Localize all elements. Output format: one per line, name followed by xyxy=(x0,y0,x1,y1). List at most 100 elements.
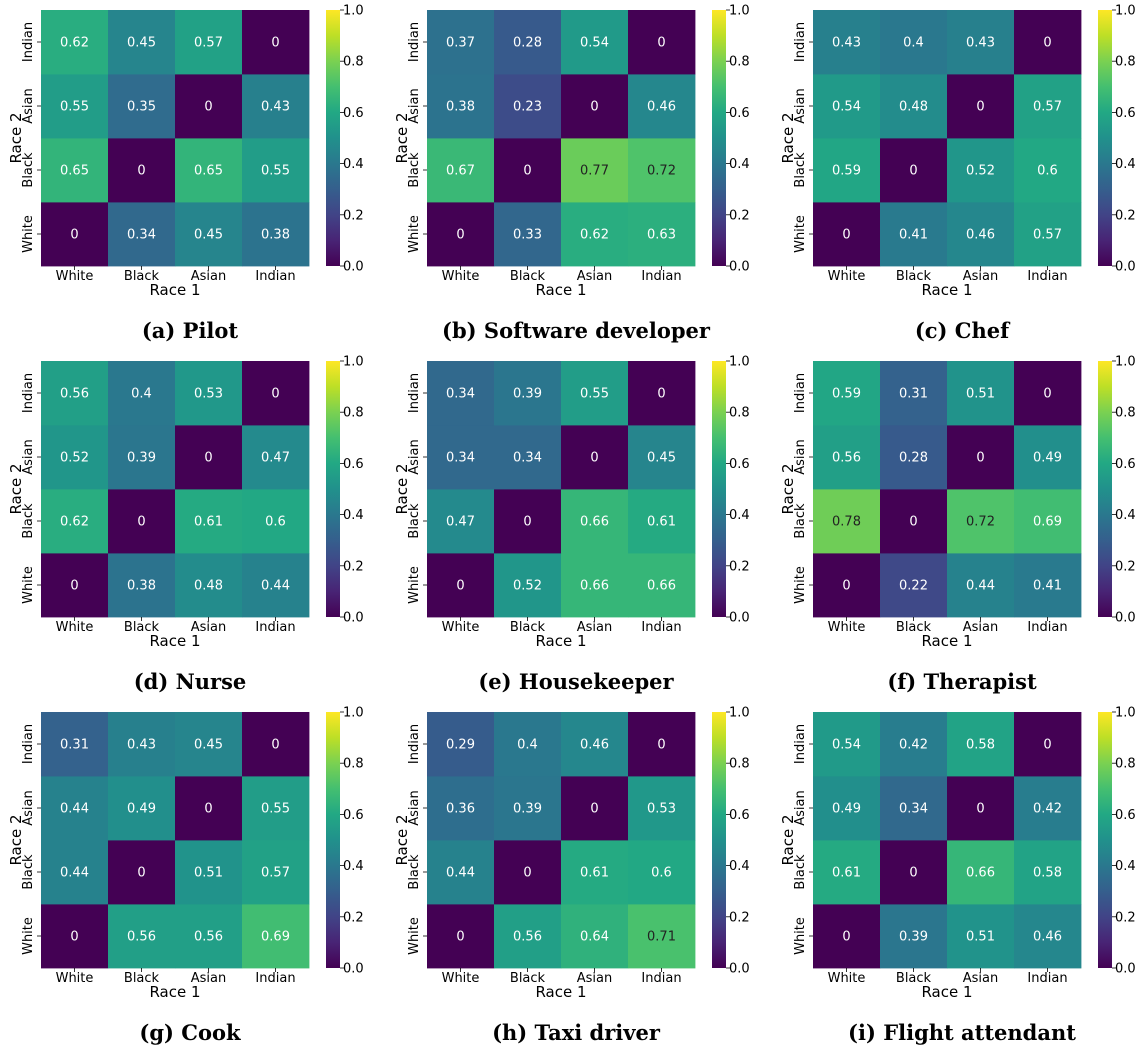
y-tick-label: Indian xyxy=(21,22,36,62)
cell-value-label: 0 xyxy=(456,579,464,594)
colorbar-tick-label: 0.8 xyxy=(343,757,364,772)
cell-value-label: 0.41 xyxy=(899,228,928,243)
y-tick-label: White xyxy=(21,566,36,604)
y-tick-label: White xyxy=(407,215,422,253)
x-tick-label: Asian xyxy=(191,971,226,986)
heatmap-panel: 0 0.56 0.56 0.69 0.44 0 0.51 0.57 0.44 0.49 0 0.55 0… xyxy=(0,702,380,1053)
cell-value-label: 0.63 xyxy=(647,228,676,243)
heatmap-cell xyxy=(41,776,109,841)
x-axis-label: Race 1 xyxy=(535,281,586,299)
heatmap-cell xyxy=(108,202,176,267)
x-tick-label: Black xyxy=(510,269,546,284)
heatmap-cell xyxy=(175,776,243,841)
y-tick-label: White xyxy=(793,566,808,604)
heatmap-panel: 0 0.38 0.48 0.44 0.62 0 0.61 0.6 0.52 0.39 0 0.47 0.… xyxy=(0,351,380,702)
cell-value-label: 0.78 xyxy=(832,515,861,530)
cell-value-label: 0.55 xyxy=(261,164,290,179)
y-tick-label: Asian xyxy=(793,790,808,825)
x-axis-label: Race 1 xyxy=(921,983,972,1001)
cell-value-label: 0 xyxy=(909,866,917,881)
heatmap-cell xyxy=(242,776,310,841)
y-tick-label: Indian xyxy=(21,724,36,764)
y-tick-label: White xyxy=(793,215,808,253)
y-tick-label: Asian xyxy=(407,88,422,123)
cell-value-label: 0 xyxy=(657,36,665,51)
heatmap-cell xyxy=(1014,712,1082,777)
colorbar-tick-label: 0.8 xyxy=(1115,55,1136,70)
colorbar-tick-label: 0.4 xyxy=(1115,859,1136,874)
panel-caption: (d) Nurse xyxy=(133,669,247,694)
cell-value-label: 0.53 xyxy=(194,387,223,402)
heatmap-cell xyxy=(813,361,881,426)
x-tick-label: Indian xyxy=(641,971,681,986)
cell-value-label: 0 xyxy=(590,802,598,817)
colorbar-tick-label: 0.2 xyxy=(729,910,750,925)
cell-value-label: 0.62 xyxy=(580,228,609,243)
heatmap-cell xyxy=(813,202,881,267)
y-tick-label: Black xyxy=(407,854,422,890)
heatmap-cell xyxy=(494,361,562,426)
panel-caption: (a) Pilot xyxy=(141,318,239,343)
cell-value-label: 0.52 xyxy=(513,579,542,594)
colorbar-tick-label: 0.2 xyxy=(729,208,750,223)
heatmap-panel: 0 0.34 0.45 0.38 0.65 0 0.65 0.55 0.55 0.35 0 0.43 0… xyxy=(0,0,380,351)
heatmap-cell xyxy=(175,138,243,203)
heatmap-cell xyxy=(1014,904,1082,969)
heatmap-cell xyxy=(427,425,495,490)
cell-value-label: 0 xyxy=(204,100,212,115)
colorbar-tick-label: 0.6 xyxy=(343,808,364,823)
heatmap-cell xyxy=(41,712,109,777)
cell-value-label: 0 xyxy=(976,802,984,817)
heatmap-cell xyxy=(880,776,948,841)
cell-value-label: 0.49 xyxy=(1033,451,1062,466)
colorbar-tick-label: 0.2 xyxy=(729,559,750,574)
y-tick-label: Indian xyxy=(407,373,422,413)
heatmap-cell xyxy=(813,425,881,490)
cell-value-label: 0.49 xyxy=(832,802,861,817)
heatmap-cell xyxy=(242,74,310,139)
colorbar-tick-label: 0.2 xyxy=(343,559,364,574)
cell-value-label: 0 xyxy=(1043,738,1051,753)
x-axis-label: Race 1 xyxy=(921,281,972,299)
cell-value-label: 0.66 xyxy=(580,515,609,530)
y-axis-label: Race 2 xyxy=(779,814,797,865)
heatmap-cell xyxy=(494,425,562,490)
x-tick-label: Indian xyxy=(255,971,295,986)
cell-value-label: 0.6 xyxy=(651,866,672,881)
heatmap-cell xyxy=(947,489,1015,554)
colorbar-tick-label: 1.0 xyxy=(343,355,364,370)
cell-value-label: 0.6 xyxy=(265,515,286,530)
heatmap-cell xyxy=(947,10,1015,75)
y-tick-label: Black xyxy=(21,152,36,188)
x-tick-label: Black xyxy=(896,269,932,284)
y-tick-label: Asian xyxy=(21,88,36,123)
y-tick-label: Asian xyxy=(21,439,36,474)
colorbar-tick-label: 0.4 xyxy=(729,508,750,523)
x-tick-label: Indian xyxy=(255,620,295,635)
heatmap-cell xyxy=(427,489,495,554)
cell-value-label: 0.31 xyxy=(899,387,928,402)
x-axis-label: Race 1 xyxy=(149,983,200,1001)
cell-value-label: 0.38 xyxy=(127,579,156,594)
cell-value-label: 0.33 xyxy=(513,228,542,243)
heatmap-cell xyxy=(494,10,562,75)
colorbar-tick-label: 0.0 xyxy=(343,962,364,977)
colorbar-tick-label: 0.8 xyxy=(343,406,364,421)
cell-value-label: 0 xyxy=(137,866,145,881)
cell-value-label: 0.52 xyxy=(966,164,995,179)
colorbar xyxy=(1098,10,1112,266)
cell-value-label: 0.46 xyxy=(966,228,995,243)
cell-value-label: 0 xyxy=(909,164,917,179)
y-tick-label: Asian xyxy=(21,790,36,825)
cell-value-label: 0.51 xyxy=(194,866,223,881)
cell-value-label: 0.42 xyxy=(1033,802,1062,817)
cell-value-label: 0.37 xyxy=(446,36,475,51)
cell-value-label: 0.55 xyxy=(261,802,290,817)
cell-value-label: 0.52 xyxy=(60,451,89,466)
colorbar-tick-label: 1.0 xyxy=(729,355,750,370)
y-tick-label: Asian xyxy=(407,790,422,825)
panel-caption: (i) Flight attendant xyxy=(848,1020,1076,1045)
cell-value-label: 0 xyxy=(657,738,665,753)
cell-value-label: 0.41 xyxy=(1033,579,1062,594)
